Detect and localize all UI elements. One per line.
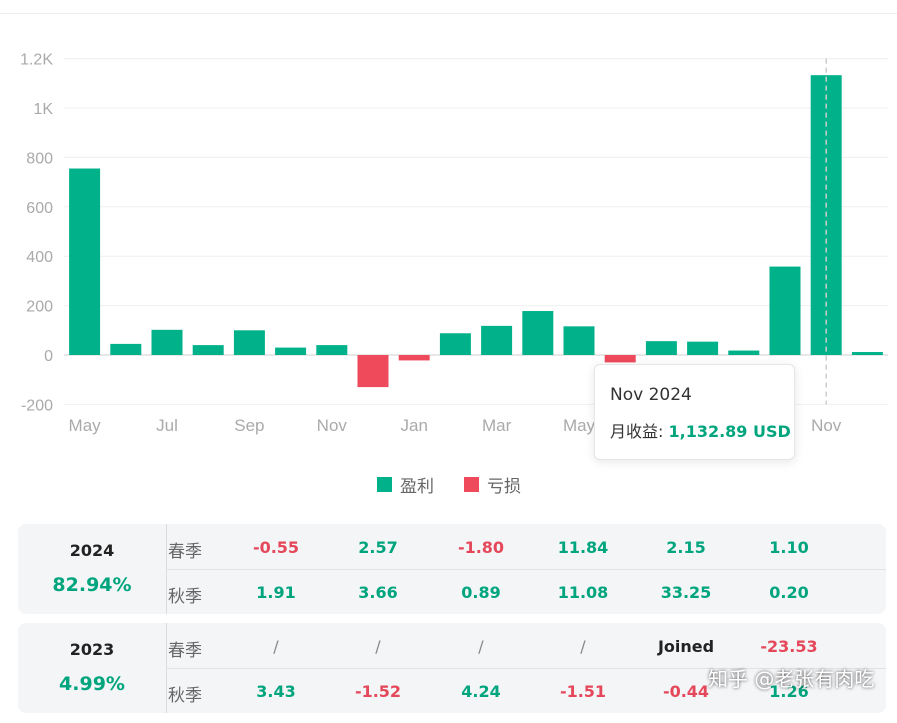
season-label: 秋季 (168, 587, 202, 607)
year-total-return: 82.94% (52, 574, 132, 596)
return-cell: -1.80 (457, 538, 505, 557)
season-label: 秋季 (168, 686, 202, 706)
year-label: 2023 (69, 640, 115, 659)
year-summary: 2023 4.99% (18, 623, 167, 713)
return-cell: 2.15 (666, 538, 706, 557)
bar[interactable] (151, 329, 183, 355)
x-tick-label: May (69, 416, 102, 435)
season-row: 春季 -0.55 2.57 -1.80 11.84 2.15 1.10 (166, 524, 886, 570)
tooltip-label: 月收益: (610, 422, 669, 441)
return-cell: Joined (657, 637, 715, 656)
y-tick-label: 400 (26, 249, 53, 266)
year-summary: 2024 82.94% (18, 524, 167, 614)
return-cell: 3.43 (256, 682, 296, 701)
y-tick-label: 0 (44, 348, 53, 365)
bar[interactable] (69, 168, 101, 355)
bar[interactable] (563, 326, 595, 355)
return-cell: 2.57 (358, 538, 398, 557)
season-row: 秋季 1.91 3.66 0.89 11.08 33.25 0.20 (166, 569, 886, 614)
return-cell: 1.10 (769, 538, 809, 557)
chart-legend: 盈利 亏损 (377, 472, 521, 497)
x-tick-label: Nov (317, 416, 348, 435)
x-tick-label: Jan (400, 416, 427, 435)
bar[interactable] (728, 350, 760, 355)
season-row: 春季 / / / / Joined -23.53 (166, 623, 886, 669)
top-divider (0, 13, 897, 14)
x-tick-label: May (563, 416, 596, 435)
bar[interactable] (687, 341, 719, 355)
tooltip-title: Nov 2024 (610, 385, 692, 405)
bar[interactable] (398, 355, 430, 361)
legend-item-profit[interactable]: 盈利 (377, 472, 434, 497)
legend-label-profit: 盈利 (400, 477, 434, 497)
y-tick-label: -200 (21, 397, 53, 414)
return-cell: 0.89 (461, 583, 501, 602)
y-tick-label: 600 (26, 200, 53, 217)
year-total-return: 4.99% (59, 673, 125, 695)
season-label: 春季 (168, 542, 202, 562)
return-cell: -23.53 (760, 637, 818, 656)
bar[interactable] (192, 345, 224, 355)
bar[interactable] (481, 325, 513, 355)
return-cell: -0.55 (252, 538, 300, 557)
bars (69, 75, 883, 388)
return-cell: 4.24 (461, 682, 501, 701)
return-cell: / (580, 637, 586, 656)
return-cell: / (478, 637, 484, 656)
x-tick-label: Sep (234, 416, 264, 435)
y-tick-label: 1K (33, 101, 53, 118)
legend-item-loss[interactable]: 亏损 (464, 472, 521, 497)
y-axis-ticks: -200 0 200 400 600 800 1K 1.2K (20, 52, 53, 415)
bar[interactable] (110, 343, 142, 355)
return-cell: / (273, 637, 279, 656)
return-cell: -1.52 (354, 682, 402, 701)
x-tick-label: Jul (156, 416, 178, 435)
return-cell: 33.25 (660, 583, 712, 602)
season-row: 秋季 3.43 -1.52 4.24 -1.51 -0.44 1.26 (166, 668, 886, 713)
y-tick-label: 200 (26, 299, 53, 316)
return-cell: -0.44 (662, 682, 710, 701)
season-label: 春季 (168, 641, 202, 661)
grid-lines (64, 58, 888, 405)
chart-tooltip: Nov 2024 月收益: 1,132.89 USD (594, 364, 795, 460)
return-cell: / (375, 637, 381, 656)
tooltip-value: 1,132.89 USD (668, 422, 791, 441)
bar[interactable] (769, 266, 801, 355)
bar[interactable] (851, 352, 883, 355)
bar[interactable] (233, 330, 265, 355)
y-tick-label: 800 (26, 150, 53, 167)
legend-swatch-profit (377, 477, 392, 492)
bar[interactable] (357, 355, 389, 388)
legend-swatch-loss (464, 477, 479, 492)
return-cell: 1.26 (769, 682, 809, 701)
y-tick-label: 1.2K (20, 52, 53, 69)
year-card-2024: 2024 82.94% 春季 -0.55 2.57 -1.80 11.84 2.15 1.1… (18, 524, 886, 614)
x-tick-label: Mar (482, 416, 512, 435)
return-cell: -1.51 (559, 682, 607, 701)
return-cell: 3.66 (358, 583, 398, 602)
bar[interactable] (439, 333, 471, 355)
return-cell: 11.84 (557, 538, 609, 557)
return-cell: 0.20 (769, 583, 809, 602)
watermark-text: 知乎 @老张有肉吃 (708, 667, 875, 691)
tooltip-line: 月收益: 1,132.89 USD (610, 418, 791, 442)
x-axis-ticks: May Jul Sep Nov Jan Mar May Nov (69, 416, 842, 435)
return-cell: 11.08 (557, 583, 609, 602)
bar[interactable] (645, 341, 677, 355)
x-tick-label: Nov (811, 416, 842, 435)
year-card-2023: 2023 4.99% 春季 / / / / Joined -23.53 秋季 3.43 -1.52… (18, 623, 886, 713)
bar[interactable] (522, 311, 554, 355)
bar[interactable] (604, 355, 636, 363)
bar[interactable] (275, 347, 307, 355)
bar[interactable] (316, 345, 348, 355)
legend-label-loss: 亏损 (487, 477, 521, 497)
year-label: 2024 (69, 541, 115, 560)
return-cell: 1.91 (256, 583, 296, 602)
